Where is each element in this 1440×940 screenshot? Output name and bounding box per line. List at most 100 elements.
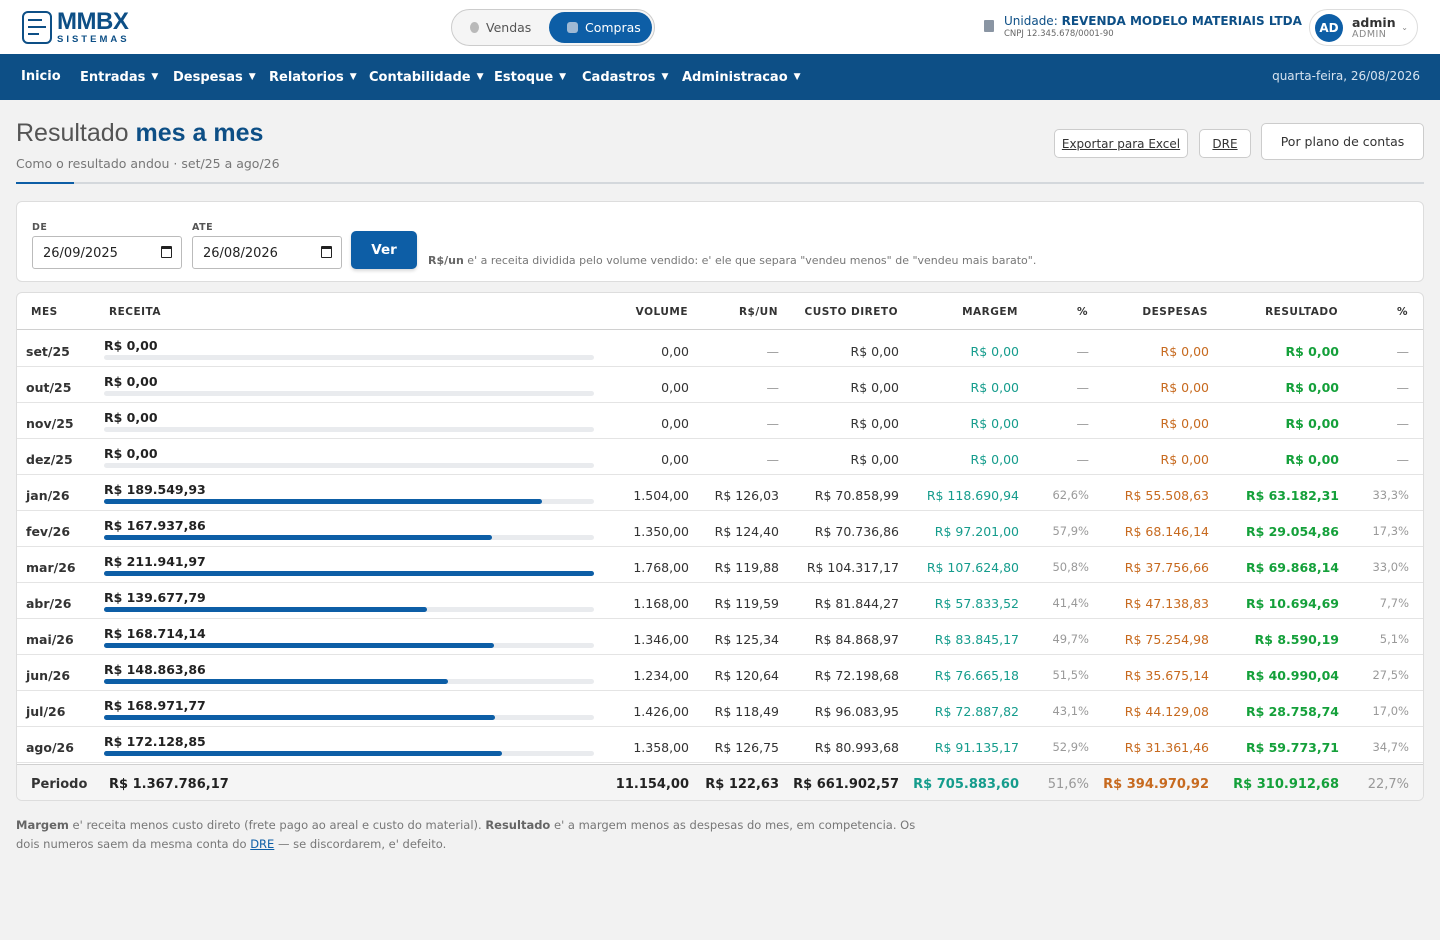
table-row: set/25 R$ 0,00 0,00 — R$ 0,00 R$ 0,00 — R$ 0,00… (17, 331, 1423, 367)
row-custo: R$ 70.858,99 (814, 488, 899, 503)
row-mes: out/25 (26, 380, 72, 395)
mode-compras-button[interactable]: Compras (549, 12, 652, 43)
row-despesas: R$ 55.508,63 (1124, 488, 1209, 503)
export-excel-button[interactable]: Exportar para Excel (1054, 129, 1188, 158)
filter-panel: DE 26/09/2025 ATE 26/08/2026 Ver R$/un e… (16, 201, 1424, 282)
total-volume: 11.154,00 (615, 777, 689, 792)
nav-item-label: Relatorios (269, 69, 344, 85)
nav-item-cadastros[interactable]: Cadastros ▼ (582, 54, 668, 100)
row-pct2: 34,7% (1372, 740, 1409, 754)
page-title: Resultado mes a mes (16, 119, 264, 147)
nav-item-label: Entradas (80, 69, 146, 85)
user-menu[interactable]: AD admin ADMIN ⌄ (1309, 9, 1418, 46)
row-rsun: R$ 125,34 (714, 632, 779, 647)
row-pct1: 62,6% (1052, 488, 1089, 502)
receita-bar-track (104, 715, 594, 720)
receita-bar-track (104, 679, 594, 684)
row-mes: abr/26 (26, 596, 72, 611)
row-custo: R$ 0,00 (850, 344, 899, 359)
row-mes: mai/26 (26, 632, 74, 647)
row-custo: R$ 0,00 (850, 380, 899, 395)
receita-bar-fill (104, 715, 495, 720)
ver-button[interactable]: Ver (351, 231, 417, 269)
total-pct-resultado: 22,7% (1367, 777, 1409, 792)
ate-date-input[interactable]: 26/08/2026 (192, 236, 342, 269)
de-label: DE (32, 222, 48, 233)
nav-item-administracao[interactable]: Administracao ▼ (682, 54, 801, 100)
row-resultado: R$ 29.054,86 (1245, 524, 1339, 539)
nav-item-inicio[interactable]: Inicio (21, 53, 61, 99)
header-divider (16, 182, 1424, 184)
col-resultado: RESULTADO (1265, 306, 1338, 318)
nav-item-entradas[interactable]: Entradas ▼ (80, 54, 158, 100)
brand-name: MMBX (57, 8, 129, 35)
row-pct2: 33,0% (1372, 560, 1409, 574)
caret-down-icon: ▼ (248, 72, 256, 82)
row-receita: R$ 0,00 (104, 410, 158, 425)
row-receita: R$ 172.128,85 (104, 734, 206, 749)
header-divider-accent (16, 182, 74, 184)
row-volume: 1.426,00 (633, 704, 689, 719)
row-pct2: — (1396, 452, 1410, 467)
row-pct2: 17,3% (1372, 524, 1409, 538)
row-margem: R$ 0,00 (970, 452, 1019, 467)
row-receita: R$ 139.677,79 (104, 590, 206, 605)
row-pct2: 17,0% (1372, 704, 1409, 718)
nav-item-label: Cadastros (582, 69, 656, 85)
row-despesas: R$ 68.146,14 (1124, 524, 1209, 539)
row-rsun: R$ 126,75 (714, 740, 779, 755)
mode-vendas-label: Vendas (486, 20, 532, 35)
row-volume: 1.168,00 (633, 596, 689, 611)
row-rsun: R$ 119,59 (714, 596, 779, 611)
row-pct2: — (1396, 344, 1410, 359)
row-pct1: 52,9% (1052, 740, 1089, 754)
row-resultado: R$ 40.990,04 (1245, 668, 1339, 683)
row-receita: R$ 211.941,97 (104, 554, 206, 569)
row-custo: R$ 0,00 (850, 452, 899, 467)
row-despesas: R$ 37.756,66 (1124, 560, 1209, 575)
row-receita: R$ 168.714,14 (104, 626, 206, 641)
footnote: Margem e' receita menos custo direto (fr… (16, 818, 916, 851)
row-mes: fev/26 (26, 524, 71, 539)
filter-hint: R$/un e' a receita dividida pelo volume … (428, 254, 1037, 267)
row-margem: R$ 0,00 (970, 416, 1019, 431)
calendar-icon[interactable] (161, 246, 172, 258)
nav-item-label: Inicio (21, 68, 61, 84)
row-mes: mar/26 (26, 560, 76, 575)
row-volume: 0,00 (661, 416, 689, 431)
row-margem: R$ 107.624,80 (926, 560, 1019, 575)
row-resultado: R$ 0,00 (1285, 416, 1339, 431)
row-pct2: 27,5% (1372, 668, 1409, 682)
brand-logo[interactable]: MMBX SISTEMAS (22, 10, 130, 45)
page-header: Resultado mes a mes Como o resultado and… (0, 100, 1440, 200)
nav-item-despesas[interactable]: Despesas ▼ (173, 54, 256, 100)
mode-vendas-button[interactable]: Vendas (470, 12, 550, 43)
receita-bar-track (104, 643, 594, 648)
row-receita: R$ 189.549,93 (104, 482, 206, 497)
row-pct2: 7,7% (1379, 596, 1409, 610)
total-custo: R$ 661.902,57 (793, 777, 899, 792)
row-rsun: R$ 118,49 (714, 704, 779, 719)
row-despesas: R$ 44.129,08 (1124, 704, 1209, 719)
table-total-row: Periodo R$ 1.367.786,17 11.154,00 R$ 122… (17, 764, 1423, 800)
nav-item-contabilidade[interactable]: Contabilidade ▼ (369, 54, 484, 100)
nav-item-estoque[interactable]: Estoque ▼ (494, 54, 566, 100)
dre-button[interactable]: DRE (1199, 129, 1251, 158)
table-row: mai/26 R$ 168.714,14 1.346,00 R$ 125,34 R$ 8… (17, 619, 1423, 655)
row-receita: R$ 0,00 (104, 338, 158, 353)
row-margem: R$ 0,00 (970, 380, 1019, 395)
de-date-input[interactable]: 26/09/2025 (32, 236, 182, 269)
caret-down-icon: ▼ (559, 72, 567, 82)
row-margem: R$ 0,00 (970, 344, 1019, 359)
row-resultado: R$ 10.694,69 (1245, 596, 1339, 611)
nav-item-relatorios[interactable]: Relatorios ▼ (269, 54, 357, 100)
total-rsun: R$ 122,63 (705, 777, 779, 792)
calendar-icon[interactable] (321, 246, 332, 258)
row-pct1: 50,8% (1052, 560, 1089, 574)
dre-link[interactable]: DRE (250, 837, 275, 851)
user-role: ADMIN (1352, 29, 1387, 40)
row-rsun: R$ 126,03 (714, 488, 779, 503)
row-resultado: R$ 0,00 (1285, 344, 1339, 359)
nav-item-label: Despesas (173, 69, 243, 85)
plano-contas-button[interactable]: Por plano de contas (1261, 123, 1424, 160)
